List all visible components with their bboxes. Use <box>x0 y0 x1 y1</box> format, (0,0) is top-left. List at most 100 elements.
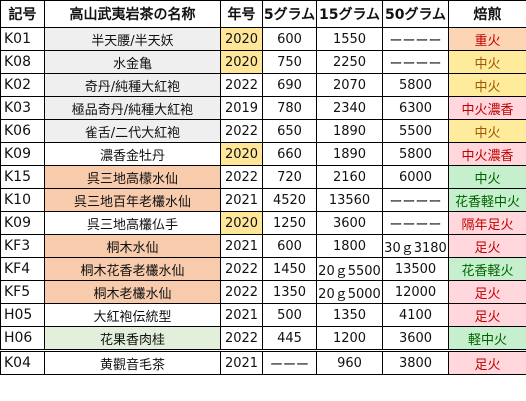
cell-code[interactable]: K10 <box>0 188 45 212</box>
cell-code[interactable]: K09 <box>0 142 45 166</box>
cell-code[interactable]: KF3 <box>0 234 45 258</box>
cell-code[interactable]: H05 <box>0 303 45 327</box>
cell-price-15g[interactable]: 3600 <box>316 211 383 235</box>
cell-price-50g[interactable]: 4100 <box>382 303 449 327</box>
cell-code[interactable]: K06 <box>0 119 45 143</box>
cell-code[interactable]: K08 <box>0 50 45 74</box>
cell-code[interactable]: K04 <box>0 350 45 375</box>
cell-code[interactable]: K02 <box>0 73 45 97</box>
cell-price-15g[interactable]: 1800 <box>316 234 383 258</box>
cell-price-15g[interactable]: 2250 <box>316 50 383 74</box>
cell-tea-name[interactable]: 黄觀音毛茶 <box>44 350 221 375</box>
cell-tea-name[interactable]: 呉三地高檬水仙 <box>44 165 221 189</box>
cell-roast[interactable]: 中火 <box>448 165 526 189</box>
cell-code[interactable]: K03 <box>0 96 45 120</box>
cell-roast[interactable]: 足火 <box>448 303 526 327</box>
cell-year[interactable]: 2021 <box>220 303 263 327</box>
cell-year[interactable]: 2022 <box>220 73 263 97</box>
cell-roast[interactable]: 中火濃香 <box>448 96 526 120</box>
cell-price-15g[interactable]: 2070 <box>316 73 383 97</box>
cell-year[interactable]: 2021 <box>220 234 263 258</box>
cell-price-50g[interactable]: 12000 <box>382 280 449 304</box>
cell-year[interactable]: 2022 <box>220 165 263 189</box>
cell-price-15g[interactable]: 1550 <box>316 27 383 51</box>
cell-roast[interactable]: 中火濃香 <box>448 142 526 166</box>
cell-price-15g[interactable]: 2340 <box>316 96 383 120</box>
cell-price-5g[interactable]: 650 <box>262 119 317 143</box>
cell-code[interactable]: K01 <box>0 27 45 51</box>
cell-year[interactable]: 2020 <box>220 27 263 51</box>
cell-tea-name[interactable]: 濃香金牡丹 <box>44 142 221 166</box>
cell-year[interactable]: 2022 <box>220 257 263 281</box>
cell-price-5g[interactable]: 720 <box>262 165 317 189</box>
cell-price-15g[interactable]: 13560 <box>316 188 383 212</box>
cell-roast[interactable]: 足火 <box>448 350 526 375</box>
cell-year[interactable]: 2021 <box>220 188 263 212</box>
cell-price-15g[interactable]: 2160 <box>316 165 383 189</box>
cell-price-50g[interactable]: 6300 <box>382 96 449 120</box>
cell-price-5g[interactable]: 4520 <box>262 188 317 212</box>
cell-price-15g[interactable]: 1200 <box>316 326 383 352</box>
header-price-50g[interactable]: 50グラム <box>382 0 449 28</box>
header-roast[interactable]: 焙煎 <box>448 0 526 28</box>
cell-price-50g[interactable]: ーーーー <box>382 211 449 235</box>
cell-year[interactable]: 2021 <box>220 350 263 375</box>
cell-tea-name[interactable]: 半天腰/半天妖 <box>44 27 221 51</box>
cell-price-5g[interactable]: 690 <box>262 73 317 97</box>
cell-tea-name[interactable]: 極品奇丹/純種大紅袍 <box>44 96 221 120</box>
cell-code[interactable]: K09 <box>0 211 45 235</box>
cell-price-50g[interactable]: 3600 <box>382 326 449 352</box>
cell-price-50g[interactable]: 5800 <box>382 142 449 166</box>
cell-price-50g[interactable]: 30ｇ3180 <box>382 234 449 258</box>
cell-code[interactable]: H06 <box>0 326 45 352</box>
cell-price-5g[interactable]: ーーー <box>262 350 317 375</box>
cell-year[interactable]: 2020 <box>220 50 263 74</box>
cell-tea-name[interactable]: 桐木水仙 <box>44 234 221 258</box>
cell-tea-name[interactable]: 奇丹/純種大紅袍 <box>44 73 221 97</box>
cell-tea-name[interactable]: 大紅袍伝統型 <box>44 303 221 327</box>
cell-roast[interactable]: 軽中火 <box>448 326 526 352</box>
cell-tea-name[interactable]: 桐木花香老欉水仙 <box>44 257 221 281</box>
cell-price-15g[interactable]: 1890 <box>316 142 383 166</box>
header-name[interactable]: 高山武夷岩茶の名称 <box>44 0 221 28</box>
cell-price-5g[interactable]: 750 <box>262 50 317 74</box>
cell-price-5g[interactable]: 445 <box>262 326 317 352</box>
cell-price-5g[interactable]: 600 <box>262 234 317 258</box>
cell-price-15g[interactable]: 960 <box>316 350 383 375</box>
header-price-15g[interactable]: 15グラム <box>316 0 383 28</box>
cell-price-5g[interactable]: 600 <box>262 27 317 51</box>
cell-price-50g[interactable]: ーーーー <box>382 50 449 74</box>
cell-roast[interactable]: 中火 <box>448 73 526 97</box>
cell-roast[interactable]: 中火 <box>448 50 526 74</box>
cell-code[interactable]: KF4 <box>0 257 45 281</box>
cell-tea-name[interactable]: 桐木老欉水仙 <box>44 280 221 304</box>
cell-price-50g[interactable]: 13500 <box>382 257 449 281</box>
cell-tea-name[interactable]: 呉三地百年老欉水仙 <box>44 188 221 212</box>
cell-price-5g[interactable]: 1450 <box>262 257 317 281</box>
header-code[interactable]: 記号 <box>0 0 45 28</box>
cell-price-15g[interactable]: 1890 <box>316 119 383 143</box>
cell-price-50g[interactable]: 5500 <box>382 119 449 143</box>
cell-price-5g[interactable]: 1350 <box>262 280 317 304</box>
cell-roast[interactable]: 足火 <box>448 280 526 304</box>
cell-price-50g[interactable]: 3800 <box>382 350 449 375</box>
cell-code[interactable]: K15 <box>0 165 45 189</box>
cell-price-5g[interactable]: 660 <box>262 142 317 166</box>
cell-tea-name[interactable]: 水金亀 <box>44 50 221 74</box>
cell-roast[interactable]: 隔年足火 <box>448 211 526 235</box>
cell-price-50g[interactable]: 6000 <box>382 165 449 189</box>
cell-year[interactable]: 2019 <box>220 96 263 120</box>
cell-price-5g[interactable]: 780 <box>262 96 317 120</box>
cell-tea-name[interactable]: 雀舌/二代大紅袍 <box>44 119 221 143</box>
cell-roast[interactable]: 足火 <box>448 234 526 258</box>
cell-roast[interactable]: 花香軽火 <box>448 257 526 281</box>
cell-year[interactable]: 2020 <box>220 211 263 235</box>
header-price-5g[interactable]: 5グラム <box>262 0 317 28</box>
cell-price-50g[interactable]: ーーーー <box>382 188 449 212</box>
cell-tea-name[interactable]: 花果香肉桂 <box>44 326 221 352</box>
cell-price-50g[interactable]: 5800 <box>382 73 449 97</box>
cell-price-15g[interactable]: 1350 <box>316 303 383 327</box>
cell-year[interactable]: 2020 <box>220 142 263 166</box>
cell-price-15g[interactable]: 20ｇ5000 <box>316 280 383 304</box>
cell-year[interactable]: 2022 <box>220 280 263 304</box>
